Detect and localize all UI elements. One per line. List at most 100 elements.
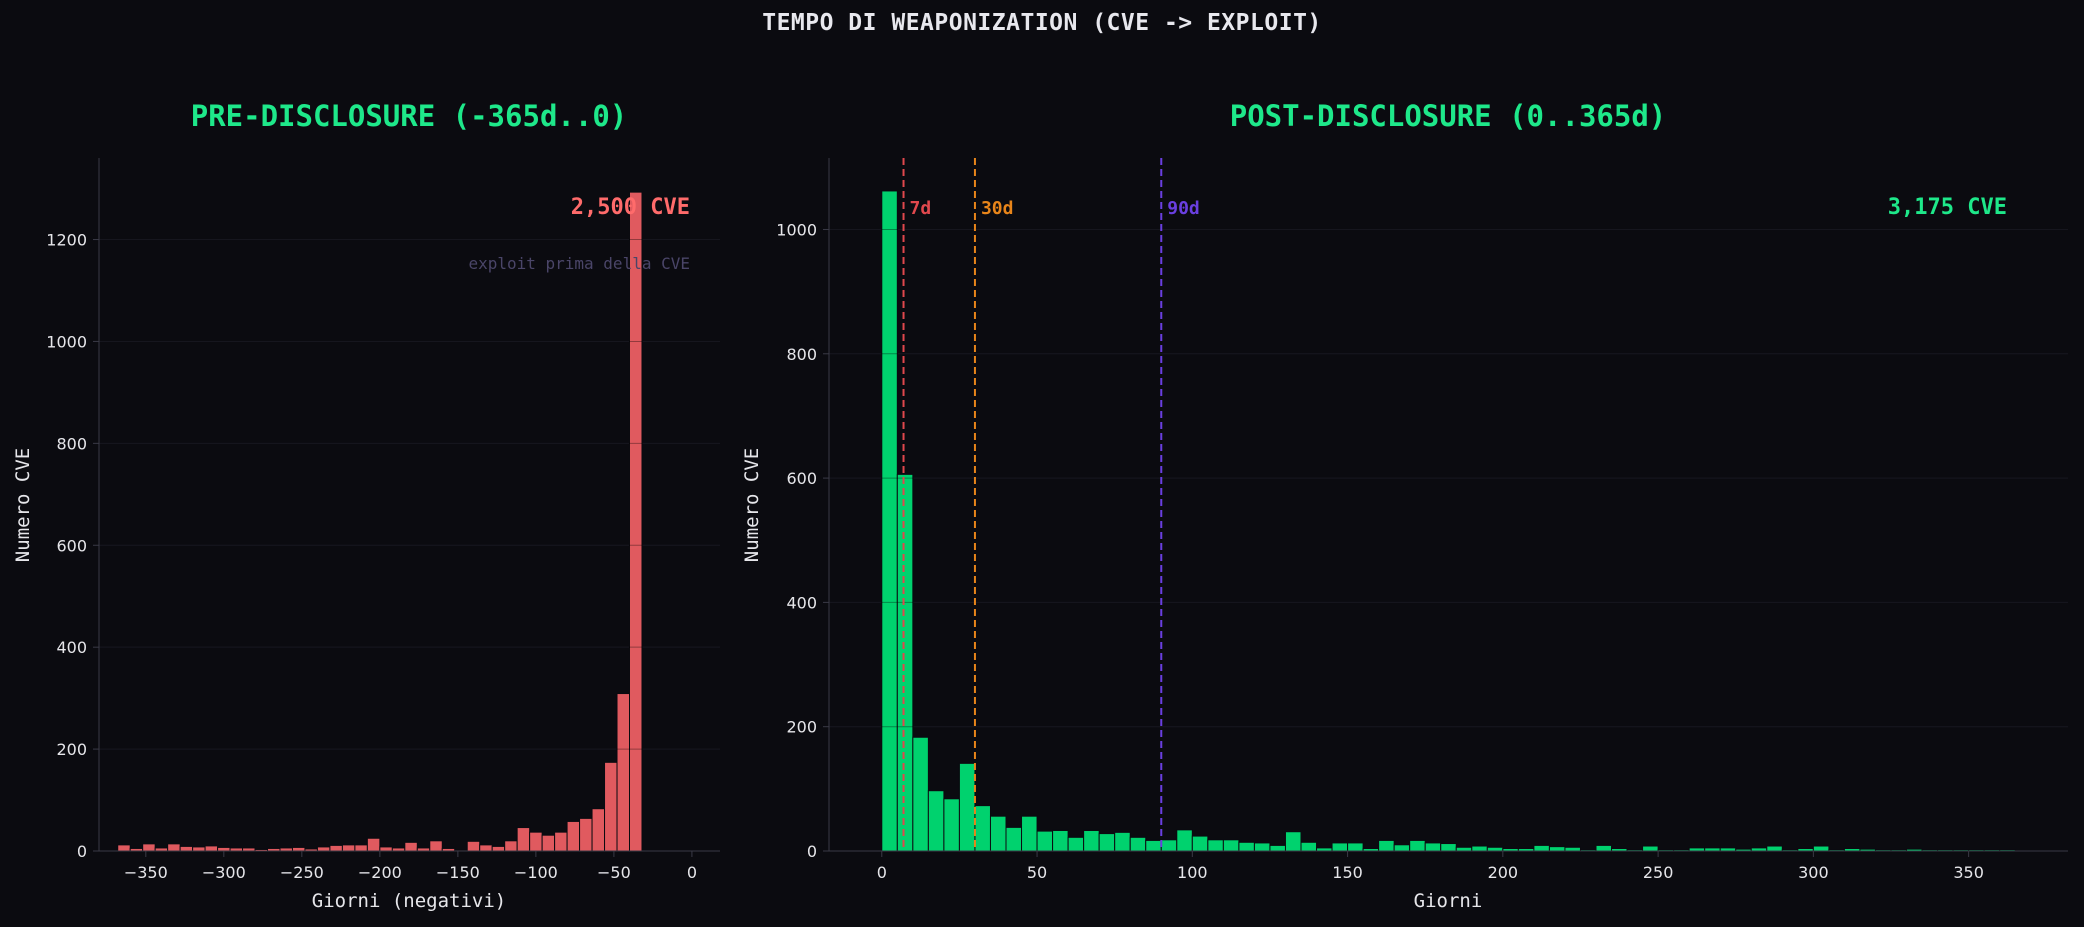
histogram-bar <box>927 790 945 852</box>
post-threshold-markers: 7d 30d 90d <box>902 158 1200 851</box>
pre-x-axis-label: Giorni (negativi) <box>312 890 506 912</box>
histogram-bar <box>429 840 443 852</box>
histogram-bar <box>974 805 991 852</box>
histogram-bar <box>1114 831 1131 852</box>
histogram-bar <box>1455 846 1473 852</box>
y-tick-label: 800 <box>56 434 87 453</box>
histogram-bar <box>1393 844 1411 852</box>
x-tick-label: 200 <box>1488 863 1519 882</box>
histogram-bar <box>1548 846 1566 852</box>
pre-disclosure-panel: −350 −300 −250 −200 −150 −100 −50 0 0 200 400 600 8… <box>12 99 720 912</box>
figure-suptitle: TEMPO DI WEAPONIZATION (CVE -> EXPLOIT) <box>762 10 1322 36</box>
histogram-bar <box>616 693 631 852</box>
y-tick-label: 800 <box>786 345 817 364</box>
y-tick-label: 1000 <box>776 220 817 239</box>
histogram-bar <box>1642 845 1659 852</box>
histogram-bar <box>291 846 306 852</box>
histogram-bar <box>491 845 506 852</box>
histogram-bar <box>579 817 593 852</box>
histogram-bar <box>1347 842 1364 852</box>
histogram-bar <box>881 190 898 852</box>
histogram-bar <box>1471 845 1488 852</box>
y-tick-label: 400 <box>56 638 87 657</box>
histogram-bar <box>1378 839 1395 852</box>
histogram-bar <box>1160 839 1178 852</box>
y-tick-label: 0 <box>77 842 87 861</box>
post-x-axis-label: Giorni <box>1414 890 1483 912</box>
histogram-bar <box>404 841 418 852</box>
histogram-bar <box>1331 842 1349 852</box>
x-tick-label: 0 <box>877 863 887 882</box>
x-tick-label: 0 <box>687 863 697 882</box>
grid-overlay <box>99 239 720 750</box>
histogram-bar <box>1207 839 1224 852</box>
histogram-bar <box>896 473 914 852</box>
x-tick-label: −300 <box>202 863 246 882</box>
histogram-bar <box>1409 839 1426 852</box>
post-y-ticks: 0 200 400 600 800 1000 <box>776 220 829 861</box>
pre-y-axis-label: Numero CVE <box>12 448 34 562</box>
histogram-bar <box>943 798 960 852</box>
histogram-bar <box>1564 846 1581 852</box>
x-tick-label: 50 <box>1027 863 1047 882</box>
pre-x-ticks: −350 −300 −250 −200 −150 −100 −50 0 <box>124 851 697 882</box>
histogram-bar <box>1098 833 1116 852</box>
histogram-bar <box>541 834 556 852</box>
pre-grid <box>99 239 720 750</box>
histogram-bar <box>516 827 531 852</box>
x-tick-label: −350 <box>124 863 168 882</box>
y-tick-label: 200 <box>786 718 817 737</box>
histogram-bar <box>466 840 481 852</box>
histogram-bar <box>1440 843 1457 852</box>
histogram-bar <box>1067 836 1085 852</box>
histogram-bar <box>566 820 581 852</box>
x-tick-label: 250 <box>1643 863 1674 882</box>
histogram-bar <box>1021 815 1038 852</box>
y-tick-label: 600 <box>56 536 87 555</box>
histogram-bar <box>591 808 606 852</box>
x-tick-label: 100 <box>1177 863 1208 882</box>
y-tick-label: 0 <box>807 842 817 861</box>
histogram-bar <box>958 762 976 852</box>
histogram-bar <box>554 831 568 852</box>
y-tick-label: 1200 <box>46 231 87 250</box>
y-tick-label: 400 <box>786 593 817 612</box>
x-tick-label: −150 <box>436 863 480 882</box>
histogram-bar <box>329 844 343 852</box>
histogram-bar <box>117 844 131 852</box>
histogram-bar <box>179 845 194 852</box>
histogram-bar <box>1129 836 1147 852</box>
histogram-bar <box>1052 829 1069 852</box>
x-tick-label: −100 <box>514 863 558 882</box>
histogram-bar <box>354 844 368 852</box>
histogram-bar <box>1253 842 1271 852</box>
post-x-ticks: 0 50 100 150 200 250 300 350 <box>877 851 1984 882</box>
post-grid <box>829 228 2068 728</box>
histogram-bar <box>1036 830 1054 852</box>
threshold-label: 7d <box>910 198 932 219</box>
histogram-bar <box>529 831 543 852</box>
pre-bars <box>99 191 720 852</box>
x-tick-label: 300 <box>1798 863 1829 882</box>
histogram-bar <box>1145 839 1162 852</box>
histogram-bar <box>1191 835 1209 852</box>
histogram-bar <box>504 840 518 852</box>
histogram-bar <box>912 736 929 852</box>
post-disclosure-panel: 7d 30d 90d 0 50 100 150 200 250 300 350 0 200 400 60… <box>741 99 2068 912</box>
histogram-bar <box>1766 845 1783 852</box>
histogram-bar <box>1424 842 1442 852</box>
histogram-bar <box>1486 846 1504 852</box>
histogram-bar <box>1533 844 1550 852</box>
post-bars <box>829 190 2068 852</box>
histogram-bar <box>142 843 156 852</box>
histogram-bar <box>1269 844 1286 852</box>
histogram-bar <box>989 815 1007 852</box>
histogram-bar <box>379 846 393 852</box>
y-tick-label: 600 <box>786 469 817 488</box>
pre-panel-title: PRE-DISCLOSURE (-365d..0) <box>191 99 628 133</box>
threshold-label: 90d <box>1167 198 1200 219</box>
histogram-bar <box>1595 844 1613 852</box>
pre-note-label: exploit prima della CVE <box>468 254 690 273</box>
x-tick-label: −50 <box>597 863 631 882</box>
